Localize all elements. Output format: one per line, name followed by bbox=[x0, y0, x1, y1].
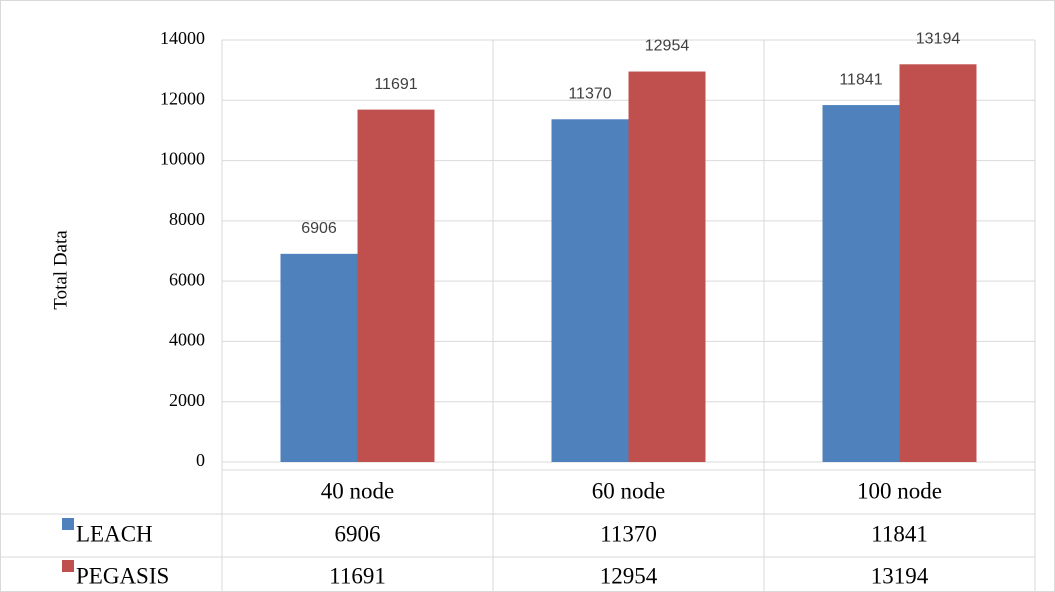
legend-swatch bbox=[62, 518, 74, 530]
data-label: 11691 bbox=[374, 76, 417, 93]
table-cell: 13194 bbox=[871, 563, 929, 588]
table-cell: 11841 bbox=[871, 521, 928, 546]
y-axis-title: Total Data bbox=[50, 230, 71, 310]
legend-label: PEGASIS bbox=[76, 563, 169, 588]
y-tick-label: 12000 bbox=[160, 88, 205, 108]
table-header: 40 node bbox=[321, 478, 394, 503]
data-label: 11370 bbox=[568, 85, 611, 102]
data-label: 11841 bbox=[839, 71, 882, 88]
table-header: 60 node bbox=[592, 478, 665, 503]
bar bbox=[280, 253, 358, 462]
bar bbox=[628, 71, 706, 463]
table-cell: 6906 bbox=[335, 521, 381, 546]
y-tick-label: 0 bbox=[196, 450, 205, 470]
legend-label: LEACH bbox=[76, 521, 153, 546]
legend-swatch bbox=[62, 560, 74, 572]
y-tick-label: 10000 bbox=[160, 149, 205, 169]
bar bbox=[822, 105, 900, 462]
table-cell: 11370 bbox=[600, 521, 657, 546]
data-label: 12954 bbox=[645, 38, 690, 55]
table-cell: 11691 bbox=[329, 563, 386, 588]
data-label: 13194 bbox=[916, 31, 961, 48]
bar bbox=[357, 109, 435, 462]
bar bbox=[551, 119, 629, 463]
table-header: 100 node bbox=[857, 478, 942, 503]
bar bbox=[899, 64, 977, 463]
y-tick-label: 6000 bbox=[169, 269, 205, 289]
y-tick-label: 2000 bbox=[169, 390, 205, 410]
table-cell: 12954 bbox=[600, 563, 658, 588]
y-tick-label: 8000 bbox=[169, 209, 205, 229]
y-tick-label: 14000 bbox=[160, 28, 205, 48]
y-tick-label: 4000 bbox=[169, 330, 205, 350]
data-label: 6906 bbox=[301, 220, 337, 237]
